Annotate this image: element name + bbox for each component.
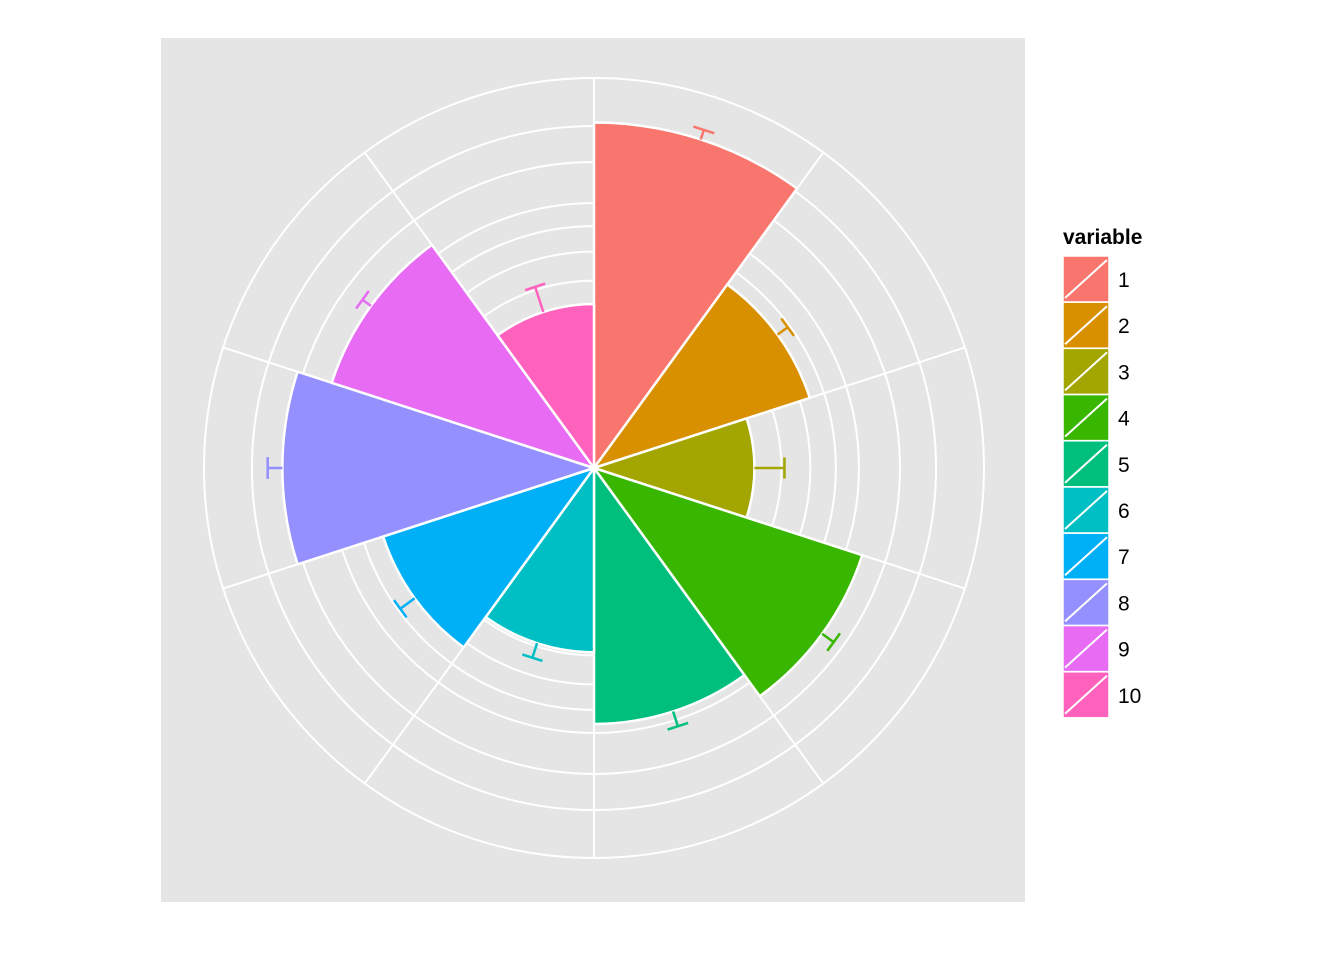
error-cap-7: [393, 599, 408, 619]
legend-label-4: 4: [1118, 408, 1130, 431]
legend-label-9: 9: [1118, 639, 1130, 662]
error-bar-layer: [266, 125, 842, 731]
bar-layer: [281, 121, 864, 726]
legend: variable 1 2 3 4 5 6 7 8 9 10: [1062, 226, 1142, 719]
legend-key-slash-5: [1064, 444, 1108, 484]
error-bar-1: [699, 129, 706, 140]
error-bar-6: [531, 642, 539, 659]
error-bar-10: [533, 286, 545, 313]
legend-key-slash-8: [1064, 582, 1108, 623]
error-bar-9: [361, 298, 372, 307]
legend-entry-10: 10: [1062, 671, 1141, 719]
legend-entry-8: 8: [1062, 578, 1130, 627]
error-cap-10: [524, 282, 546, 292]
legend-entry-4: 4: [1062, 393, 1130, 442]
error-bar-7: [399, 597, 416, 610]
legend-label-6: 6: [1118, 500, 1130, 523]
error-bar-5: [671, 711, 680, 727]
bar-9: [330, 243, 596, 470]
legend-key-slash-2: [1064, 305, 1108, 345]
error-cap-6: [521, 653, 543, 663]
error-bar-4: [821, 632, 835, 644]
legend-label-5: 5: [1118, 454, 1130, 477]
legend-label-3: 3: [1118, 361, 1130, 384]
legend-entry-3: 3: [1062, 347, 1130, 396]
bar-5: [592, 466, 746, 726]
error-bar-2: [776, 326, 789, 336]
legend-key-7: [1062, 532, 1110, 580]
legend-key-slash-7: [1064, 536, 1108, 576]
legend-key-slash-1: [1064, 259, 1108, 299]
legend-key-slash-3: [1064, 351, 1108, 392]
legend-label-8: 8: [1118, 592, 1130, 615]
legend-entry-9: 9: [1062, 624, 1130, 673]
legend-label-10: 10: [1118, 685, 1141, 708]
legend-key-slash-10: [1064, 675, 1108, 715]
bar-4: [592, 466, 864, 698]
legend-entry-2: 2: [1062, 301, 1130, 349]
error-cap-5: [667, 721, 689, 731]
legend-entry-6: 6: [1062, 486, 1130, 534]
legend-label-1: 1: [1118, 269, 1130, 292]
legend-title: variable: [1063, 226, 1142, 249]
legend-label-7: 7: [1118, 546, 1130, 569]
error-cap-2: [780, 317, 795, 337]
bar-3: [592, 417, 756, 519]
legend-keys: 1 2 3 4 5 6 7 8 9 10: [1062, 255, 1141, 719]
legend-label-2: 2: [1118, 315, 1130, 338]
legend-key-slash-6: [1064, 490, 1108, 530]
error-cap-4: [826, 632, 842, 652]
bar-1: [592, 121, 799, 470]
legend-entry-5: 5: [1062, 440, 1130, 488]
error-cap-9: [355, 290, 370, 310]
error-cap-1: [692, 125, 715, 135]
legend-key-slash-9: [1064, 628, 1108, 669]
legend-key-slash-4: [1064, 397, 1108, 438]
bar-6: [484, 466, 596, 654]
legend-entry-7: 7: [1062, 532, 1130, 580]
legend-entry-1: 1: [1062, 255, 1130, 303]
